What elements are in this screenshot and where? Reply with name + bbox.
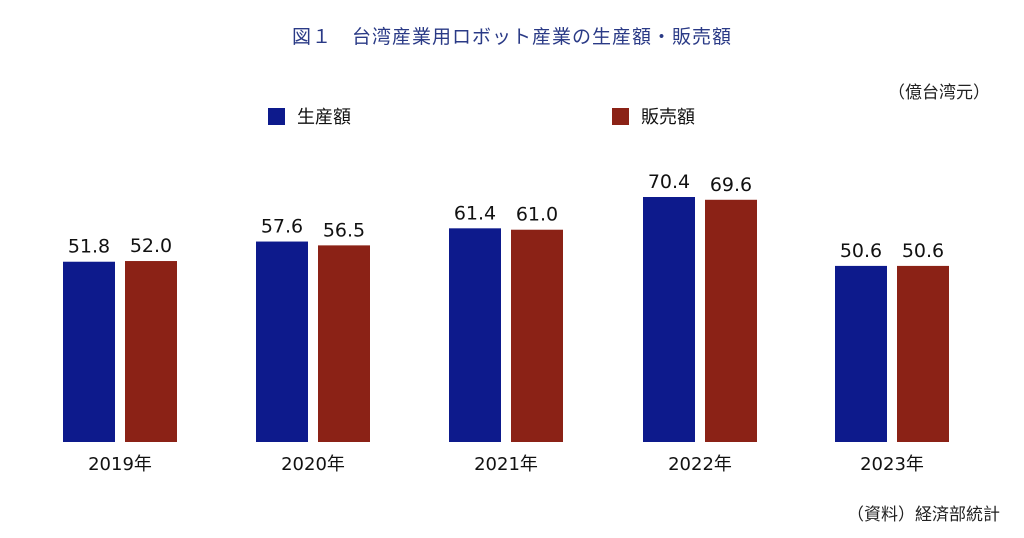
data-label-sales-1: 52.0 — [130, 235, 172, 257]
bar-sales-4 — [705, 199, 757, 442]
data-label-sales-2: 56.5 — [323, 219, 365, 241]
data-label-production-2: 57.6 — [261, 216, 303, 238]
legend-item-sales: 販売額 — [612, 103, 695, 129]
bar-sales-5 — [897, 265, 949, 442]
bar-sales-2 — [318, 245, 370, 442]
legend-label-production: 生産額 — [297, 107, 351, 128]
data-label-production-1: 51.8 — [68, 236, 110, 258]
category-label-1: 2019年 — [88, 454, 152, 475]
data-label-production-5: 50.6 — [840, 240, 882, 262]
category-label-4: 2022年 — [668, 454, 732, 475]
category-label-2: 2020年 — [281, 454, 345, 475]
unit-label: （億台湾元） — [888, 83, 990, 103]
data-label-production-4: 70.4 — [648, 171, 690, 193]
category-label-3: 2021年 — [474, 454, 538, 475]
legend-swatch-production — [268, 107, 285, 125]
legend-label-sales: 販売額 — [641, 107, 695, 128]
legend-swatch-sales — [612, 107, 629, 125]
bar-production-3 — [449, 228, 501, 442]
bar-production-1 — [63, 261, 115, 442]
legend-item-production: 生産額 — [268, 103, 351, 129]
chart-title: 図１ 台湾産業用ロボット産業の生産額・販売額 — [291, 26, 732, 48]
data-label-sales-3: 61.0 — [516, 204, 558, 226]
category-label-5: 2023年 — [860, 454, 924, 475]
data-label-sales-4: 69.6 — [710, 174, 752, 196]
bar-production-5 — [835, 265, 887, 442]
source-note: （資料）経済部統計 — [847, 505, 1000, 525]
data-label-production-3: 61.4 — [454, 202, 496, 224]
bar-production-2 — [256, 241, 308, 442]
bar-sales-3 — [511, 229, 563, 442]
data-label-sales-5: 50.6 — [902, 240, 944, 262]
bar-production-4 — [643, 197, 695, 442]
bar-sales-1 — [125, 261, 177, 442]
